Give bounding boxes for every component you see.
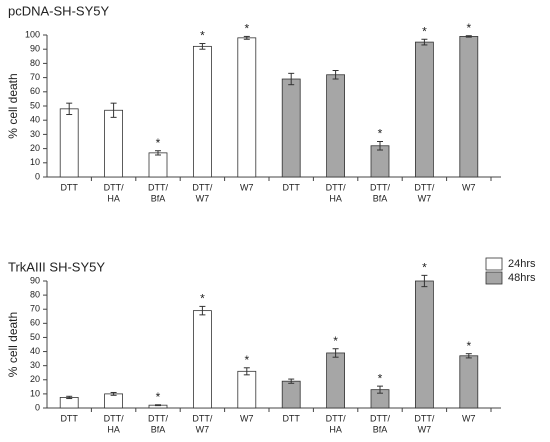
- x-tick-label: HA: [329, 193, 342, 203]
- x-tick-label: DTT/: [192, 413, 212, 423]
- x-tick-label: W7: [462, 413, 476, 423]
- x-tick-label: DTT/: [104, 413, 124, 423]
- bar: [414, 280, 434, 409]
- bar: [414, 41, 434, 178]
- significance-mark: *: [422, 261, 427, 275]
- significance-mark: *: [200, 29, 205, 43]
- y-tick-label: 70: [30, 304, 40, 314]
- y-tick-label: 50: [30, 332, 40, 342]
- significance-mark: *: [156, 390, 161, 404]
- bar: [192, 45, 212, 178]
- x-tick-label: BfA: [151, 424, 166, 434]
- y-tick-label: 40: [30, 346, 40, 356]
- y-tick-label: 80: [30, 58, 40, 68]
- bar: [237, 37, 257, 178]
- y-tick-label: 60: [30, 318, 40, 328]
- legend-swatch: [485, 271, 503, 285]
- y-tick-label: 40: [30, 115, 40, 125]
- x-tick-label: DTT/: [414, 182, 434, 192]
- bar: [459, 36, 479, 178]
- x-tick-label: DTT/: [370, 182, 390, 192]
- bar: [459, 355, 479, 409]
- y-tick-label: 60: [30, 86, 40, 96]
- y-tick-label: 20: [30, 143, 40, 153]
- y-axis-label: % cell death: [6, 73, 20, 138]
- x-tick-label: DTT/: [148, 413, 168, 423]
- x-tick-label: HA: [329, 424, 342, 434]
- x-tick-label: DTT/: [148, 182, 168, 192]
- x-tick-label: W7: [196, 193, 210, 203]
- x-tick-label: W7: [418, 193, 432, 203]
- x-tick-label: DTT/: [414, 413, 434, 423]
- significance-mark: *: [156, 136, 161, 150]
- bar: [104, 393, 123, 409]
- x-tick-label: DTT/: [326, 182, 346, 192]
- significance-mark: *: [333, 334, 338, 348]
- bar: [148, 152, 168, 178]
- x-tick-label: BfA: [373, 424, 388, 434]
- legend-label: 24hrs: [508, 258, 536, 270]
- significance-mark: *: [244, 353, 249, 367]
- x-tick-label: W7: [196, 424, 210, 434]
- chart-title: pcDNA-SH-SY5Y: [8, 3, 109, 18]
- x-tick-label: BfA: [151, 193, 166, 203]
- significance-mark: *: [378, 371, 383, 385]
- bar: [326, 74, 346, 178]
- chart-title: TrkAIII SH-SY5Y: [8, 259, 105, 274]
- x-tick-label: HA: [107, 424, 120, 434]
- x-tick-label: DTT: [282, 413, 300, 423]
- y-tick-label: 70: [30, 72, 40, 82]
- y-tick-label: 80: [30, 289, 40, 299]
- bar: [59, 108, 79, 178]
- y-axis-label: % cell death: [6, 312, 20, 377]
- y-tick-label: 90: [30, 275, 40, 285]
- significance-mark: *: [422, 24, 427, 38]
- bar: [192, 310, 212, 409]
- legend-label: 48hrs: [508, 272, 536, 284]
- x-tick-label: W7: [462, 182, 476, 192]
- y-tick-label: 90: [30, 44, 40, 54]
- x-tick-label: DTT: [60, 413, 78, 423]
- x-tick-label: DTT/: [104, 182, 124, 192]
- x-tick-label: DTT/: [326, 413, 346, 423]
- x-tick-label: DTT: [60, 182, 78, 192]
- bar: [326, 352, 346, 409]
- bar: [104, 109, 123, 178]
- significance-mark: *: [200, 292, 205, 306]
- x-tick-label: W7: [418, 424, 432, 434]
- x-tick-label: W7: [240, 413, 254, 423]
- y-tick-label: 20: [30, 374, 40, 384]
- y-tick-label: 10: [30, 157, 40, 167]
- y-tick-label: 10: [30, 388, 40, 398]
- significance-mark: *: [466, 21, 471, 35]
- y-tick-label: 50: [30, 100, 40, 110]
- significance-mark: *: [244, 22, 249, 36]
- x-tick-label: BfA: [373, 193, 388, 203]
- significance-mark: *: [466, 339, 471, 353]
- bar: [281, 78, 301, 178]
- x-tick-label: HA: [107, 193, 120, 203]
- legend-swatch: [485, 257, 503, 271]
- y-tick-label: 30: [30, 360, 40, 370]
- bar: [237, 370, 257, 409]
- bar: [281, 380, 301, 409]
- x-tick-label: W7: [240, 182, 254, 192]
- significance-mark: *: [378, 127, 383, 141]
- y-tick-label: 0: [35, 402, 40, 412]
- y-tick-label: 0: [35, 171, 40, 181]
- x-tick-label: DTT: [282, 182, 300, 192]
- x-tick-label: DTT/: [370, 413, 390, 423]
- y-tick-label: 100: [25, 29, 40, 39]
- y-tick-label: 30: [30, 129, 40, 139]
- x-tick-label: DTT/: [192, 182, 212, 192]
